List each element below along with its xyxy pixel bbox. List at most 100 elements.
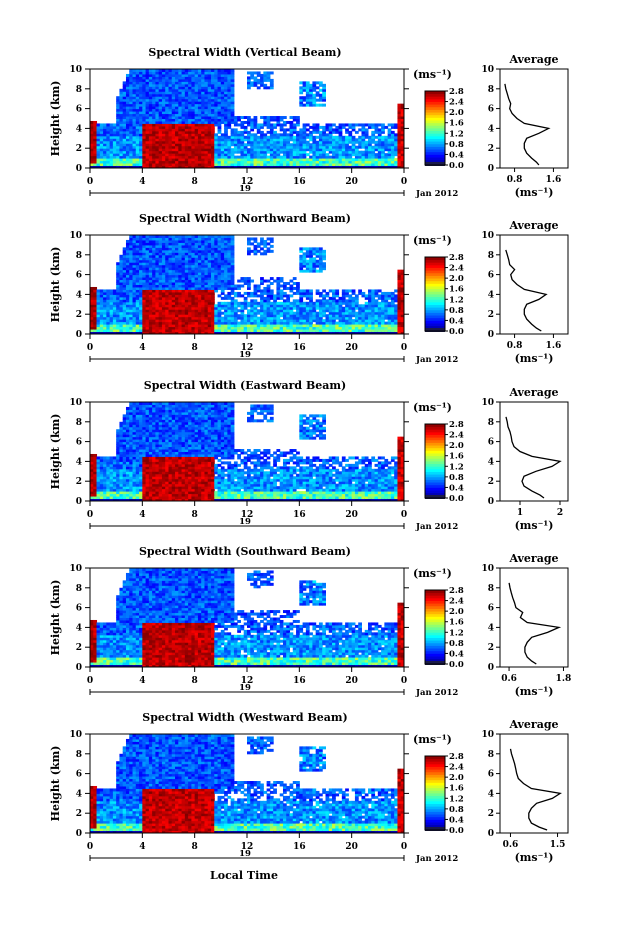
heat-cell xyxy=(142,86,147,90)
heat-cell xyxy=(305,133,310,137)
heat-cell xyxy=(145,140,150,144)
heat-cell xyxy=(201,145,205,149)
heat-cell xyxy=(335,125,340,129)
heat-cell xyxy=(152,113,156,117)
heat-cell xyxy=(155,96,160,100)
heat-cell xyxy=(325,291,330,295)
heat-cell xyxy=(96,289,101,293)
heat-cell xyxy=(227,291,232,295)
heat-cell xyxy=(250,249,255,253)
heat-cell xyxy=(165,69,169,72)
heat-cell xyxy=(112,135,117,139)
heat-cell xyxy=(201,96,205,100)
heat-cell xyxy=(165,148,169,152)
heat-cell xyxy=(175,150,179,154)
heat-cell xyxy=(129,145,134,149)
heat-cell xyxy=(161,143,166,147)
heat-cell xyxy=(184,86,189,90)
colorbar-step xyxy=(425,146,445,150)
heat-cell xyxy=(125,123,130,127)
heat-cell xyxy=(119,128,124,132)
heat-cell xyxy=(341,135,346,139)
heat-cell xyxy=(129,116,134,120)
heat-cell xyxy=(168,143,173,147)
heat-cell xyxy=(292,299,297,303)
heat-cell xyxy=(188,93,192,97)
heat-cell xyxy=(122,86,127,90)
heat-cell xyxy=(93,128,98,132)
heat-cell xyxy=(328,296,333,300)
heat-cell xyxy=(99,150,104,154)
heat-cell xyxy=(161,88,166,92)
heat-cell xyxy=(168,158,173,162)
heat-cell xyxy=(250,71,255,75)
heat-cell xyxy=(155,143,160,147)
heat-cell xyxy=(158,81,163,85)
heat-cell xyxy=(158,101,163,105)
heat-cell xyxy=(266,116,271,120)
heat-cell xyxy=(175,81,179,85)
heat-cell xyxy=(129,138,134,142)
heat-cell xyxy=(125,140,130,144)
heat-cell xyxy=(184,93,189,97)
heat-cell xyxy=(256,309,261,313)
colorbar-step xyxy=(425,133,445,137)
heat-cell xyxy=(90,153,94,157)
heat-cell xyxy=(116,158,120,162)
heat-cell xyxy=(184,155,189,159)
heat-cell xyxy=(282,116,287,120)
heat-cell xyxy=(371,130,376,134)
heat-cell xyxy=(184,120,189,124)
heat-cell xyxy=(181,113,186,117)
heat-cell xyxy=(188,145,192,149)
heat-cell xyxy=(178,148,183,152)
heat-cell xyxy=(171,81,176,85)
heat-cell xyxy=(129,78,134,82)
heat-cell xyxy=(168,150,173,154)
heat-cell xyxy=(197,108,202,112)
heat-cell xyxy=(116,118,120,122)
heat-cell xyxy=(116,153,120,157)
heat-cell xyxy=(260,116,264,120)
heat-cell xyxy=(122,150,127,154)
heat-cell xyxy=(390,123,395,127)
heat-cell xyxy=(256,123,261,127)
heat-cell xyxy=(364,140,369,144)
heat-cell xyxy=(178,150,183,154)
heat-cell xyxy=(152,76,156,80)
heat-cell xyxy=(125,103,130,107)
heat-cell xyxy=(161,148,166,152)
colorbar-unit-label: (ms⁻¹) xyxy=(413,68,452,81)
heat-cell xyxy=(220,301,225,305)
heat-cell xyxy=(247,76,251,80)
heat-cell xyxy=(161,163,166,167)
heat-cell xyxy=(194,81,199,85)
heat-cell xyxy=(152,73,156,77)
heat-cell xyxy=(155,130,160,134)
heat-cell xyxy=(122,111,127,115)
heat-cell xyxy=(122,160,127,164)
heat-cell xyxy=(302,123,307,127)
heat-cell xyxy=(165,88,169,92)
heat-cell xyxy=(184,101,189,105)
heat-cell xyxy=(237,116,241,120)
heat-cell xyxy=(312,123,317,127)
heat-cell xyxy=(325,299,330,303)
heat-cell xyxy=(148,78,153,82)
heat-cell xyxy=(335,299,340,303)
heat-cell xyxy=(201,86,205,90)
heat-cell xyxy=(230,148,235,152)
heat-cell xyxy=(175,160,179,164)
heat-cell xyxy=(106,165,111,169)
heat-cell xyxy=(112,155,117,159)
heat-cell xyxy=(188,163,192,167)
heat-cell xyxy=(181,81,186,85)
heat-cell xyxy=(197,165,202,169)
heat-cell xyxy=(171,160,176,164)
heat-cell xyxy=(263,279,268,283)
heat-cell xyxy=(194,153,199,157)
heat-cell xyxy=(318,299,323,303)
heat-cell xyxy=(279,277,284,281)
heat-cell xyxy=(171,155,176,159)
heat-cell xyxy=(161,93,166,97)
